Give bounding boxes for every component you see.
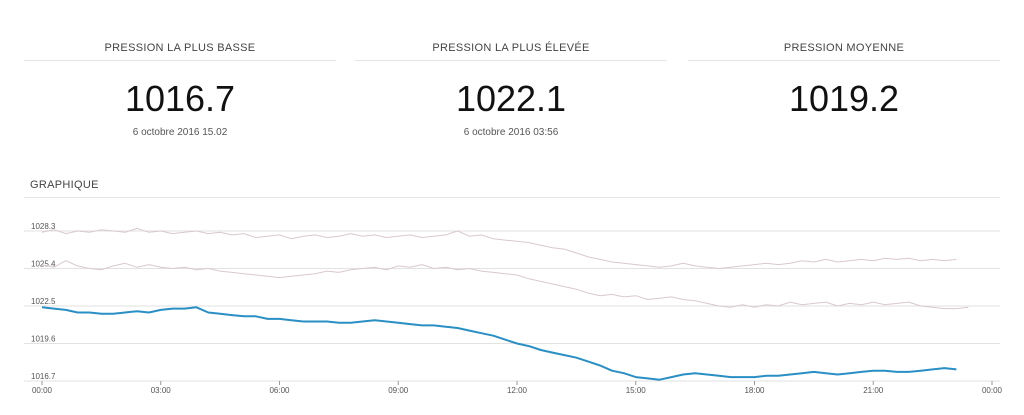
- x-tick-label: 09:00: [388, 386, 409, 395]
- series-line-0: [41, 306, 957, 381]
- x-tick-label: 00:00: [32, 386, 53, 395]
- y-tick-label: 1022.5: [31, 297, 56, 306]
- y-tick-label: 1016.7: [31, 372, 56, 381]
- stat-value: 1019.2: [788, 78, 900, 119]
- y-tick-label: 1019.6: [31, 335, 56, 344]
- y-tick-label: 1028.3: [31, 222, 56, 231]
- stat-highest-pressure: PRESSION LA PLUS ÉLEVÉE 1022.1 6 octobre…: [355, 0, 667, 138]
- stat-time: 6 octobre 2016 15.02: [132, 127, 228, 138]
- stat-label: PRESSION LA PLUS ÉLEVÉE: [355, 0, 667, 61]
- x-tick-label: 21:00: [863, 386, 884, 395]
- x-tick-label: 00:00: [982, 386, 1003, 395]
- stat-average-pressure: PRESSION MOYENNE 1019.2: [688, 0, 1000, 127]
- stat-label: PRESSION LA PLUS BASSE: [24, 0, 336, 61]
- stat-value: 1022.1: [455, 78, 567, 119]
- x-tick-label: 03:00: [151, 386, 172, 395]
- stat-value: 1016.7: [124, 78, 236, 119]
- section-title: GRAPHIQUE: [30, 179, 99, 191]
- stat-label: PRESSION MOYENNE: [688, 0, 1000, 61]
- series-line-2: [41, 260, 969, 310]
- stat-lowest-pressure: PRESSION LA PLUS BASSE 1016.7 6 octobre …: [24, 0, 336, 138]
- series-line-1: [41, 227, 957, 269]
- pressure-chart: 1028.3 1025.4 1022.5 1019.6 1016.7 00:00 03:00…: [24, 222, 1003, 395]
- x-tick-label: 18:00: [744, 386, 765, 395]
- x-tick-label: 06:00: [269, 386, 290, 395]
- x-tick-label: 15:00: [626, 386, 647, 395]
- y-tick-label: 1025.4: [31, 260, 56, 269]
- x-tick-label: 12:00: [507, 386, 528, 395]
- section-divider: [24, 197, 1000, 198]
- stat-time: 6 octobre 2016 03:56: [463, 127, 559, 138]
